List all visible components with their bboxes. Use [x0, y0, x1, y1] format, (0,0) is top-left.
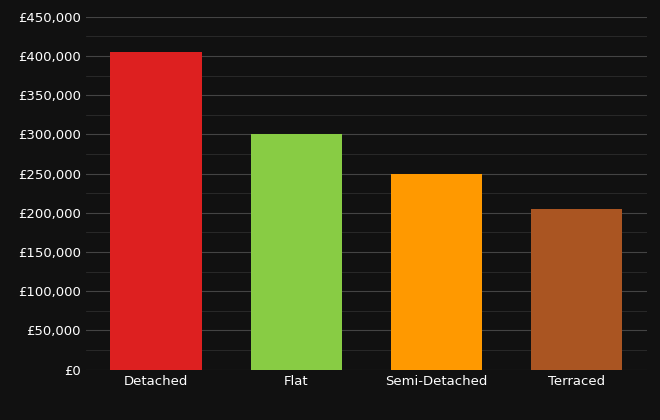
- Bar: [251, 134, 342, 370]
- Bar: [391, 173, 482, 370]
- Bar: [110, 52, 201, 370]
- Bar: [531, 209, 622, 370]
